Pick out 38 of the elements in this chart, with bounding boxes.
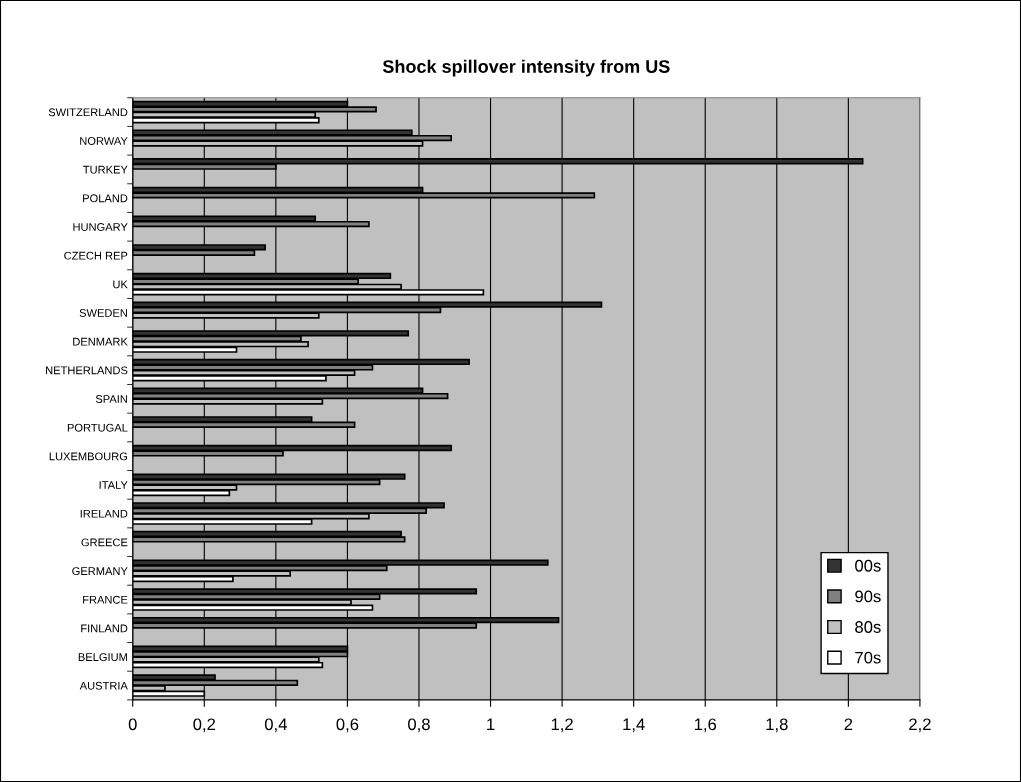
y-tick-label: SPAIN [95, 395, 127, 403]
y-tick-label: UK [113, 280, 128, 289]
x-tick-label: 0,8 [408, 718, 430, 733]
x-tick-label: 1,8 [766, 718, 788, 733]
y-tick-label: HUNGARY [73, 223, 128, 231]
x-tick-label: 0,2 [193, 718, 216, 733]
x-tick-label: 0 [128, 718, 137, 731]
y-tick-label: FINLAND [81, 624, 128, 633]
x-tick-label: 0,4 [264, 718, 287, 733]
y-tick-label: NORWAY [80, 137, 128, 145]
x-tick-label: 1,2 [551, 718, 573, 733]
y-tick-label: AUSTRIA [79, 681, 128, 690]
y-tick-label: SWEDEN [79, 309, 127, 317]
y-tick-label: LUXEMBOURG [49, 452, 128, 461]
y-tick-label: POLAND [83, 194, 128, 203]
y-tick-label: BELGIUM [78, 653, 127, 662]
x-tick-label: 1 [487, 718, 495, 731]
y-tick-label: GERMANY [72, 567, 128, 575]
x-tick-label: 1,4 [623, 718, 645, 733]
x-tick-label: 2 [844, 718, 853, 731]
legend-label: 00s [855, 559, 881, 572]
y-tick-label: FRANCE [83, 595, 128, 604]
chart-title: Shock spillover intensity from US [382, 59, 670, 77]
y-tick-label: GREECE [81, 538, 128, 547]
y-tick-label: SWITZERLAND [48, 108, 128, 117]
y-tick-label: NETHERLANDS [46, 366, 128, 375]
x-tick-label: 2,2 [909, 718, 931, 733]
x-tick-label: 0,6 [336, 718, 359, 733]
y-tick-label: PORTUGAL [67, 423, 128, 432]
x-tick-label: 1,6 [694, 718, 717, 733]
y-tick-label: IRELAND [80, 509, 128, 518]
y-tick-label: DENMARK [73, 337, 128, 346]
y-tick-label: ITALY [99, 481, 128, 489]
y-tick-label: TURKEY [83, 165, 128, 174]
legend-label: 90s [855, 590, 881, 603]
y-tick-label: CZECH REP [64, 251, 128, 260]
legend-label: 70s [855, 651, 881, 664]
legend-label: 80s [855, 621, 881, 633]
